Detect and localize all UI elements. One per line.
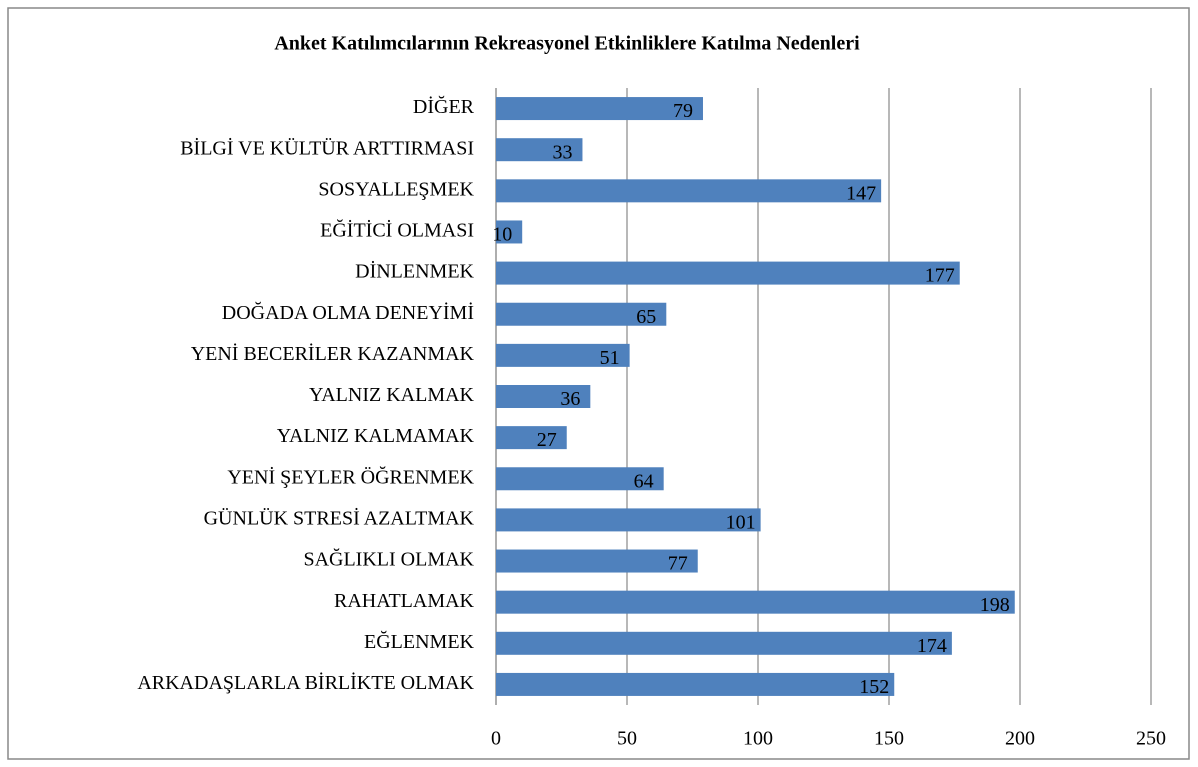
data-label: 64: [634, 470, 654, 492]
data-label: 198: [980, 594, 1010, 616]
chart-title: Anket Katılımcılarının Rekreasyonel Etki…: [274, 33, 860, 55]
bar: [496, 385, 591, 408]
data-label: 177: [925, 265, 955, 287]
bar: [496, 302, 667, 326]
bar: [496, 508, 761, 532]
y-tick-label: RAHATLAMAK: [334, 590, 475, 612]
data-label: 152: [859, 676, 889, 698]
x-tick-label: 150: [874, 728, 904, 750]
y-tick-label: BİLGİ VE KÜLTÜR ARTTIRMASI: [180, 136, 474, 159]
data-label: 101: [726, 511, 756, 533]
data-label: 10: [492, 224, 512, 246]
data-label: 36: [560, 388, 580, 410]
y-tick-label: YALNIZ KALMAK: [309, 384, 475, 406]
x-tick-label: 100: [743, 728, 773, 750]
data-label: 147: [846, 182, 876, 204]
bar: [496, 467, 664, 491]
bar: [496, 549, 698, 573]
x-tick-label: 0: [491, 728, 501, 750]
bar: [496, 426, 567, 450]
bar: [496, 343, 630, 367]
data-label: 77: [668, 553, 688, 575]
bar: [496, 138, 583, 162]
y-tick-label: DİĞER: [413, 95, 475, 118]
bar: [496, 97, 703, 121]
x-tick-label: 200: [1005, 728, 1035, 750]
y-tick-label: SAĞLIKLI OLMAK: [303, 548, 474, 571]
x-tick-label: 50: [617, 728, 637, 750]
data-label: 51: [600, 347, 620, 369]
data-label: 174: [917, 635, 947, 657]
y-tick-label: YENİ ŞEYLER ÖĞRENMEK: [227, 465, 474, 488]
y-tick-label: EĞLENMEK: [364, 630, 475, 653]
y-tick-label: SOSYALLEŞMEK: [318, 178, 474, 200]
x-tick-label: 250: [1136, 728, 1166, 750]
bar: [496, 220, 523, 244]
data-label: 27: [537, 429, 557, 451]
y-tick-label: YALNIZ KALMAMAK: [277, 425, 475, 447]
bar: [496, 590, 1015, 614]
y-tick-label: YENİ BECERİLER KAZANMAK: [191, 342, 475, 365]
bar: [496, 631, 952, 655]
data-label: 33: [552, 141, 572, 163]
y-tick-label: DOĞADA OLMA DENEYİMİ: [222, 301, 474, 324]
bar: [496, 179, 882, 203]
data-label: 79: [673, 100, 693, 122]
y-tick-label: ARKADAŞLARLA BİRLİKTE OLMAK: [137, 671, 474, 694]
bar: [496, 261, 960, 285]
data-label: 65: [636, 306, 656, 328]
y-tick-label: DİNLENMEK: [355, 260, 474, 283]
bar: [496, 672, 895, 696]
y-tick-label: GÜNLÜK STRESİ AZALTMAK: [204, 506, 475, 529]
y-tick-label: EĞİTİCİ OLMASI: [320, 219, 474, 242]
